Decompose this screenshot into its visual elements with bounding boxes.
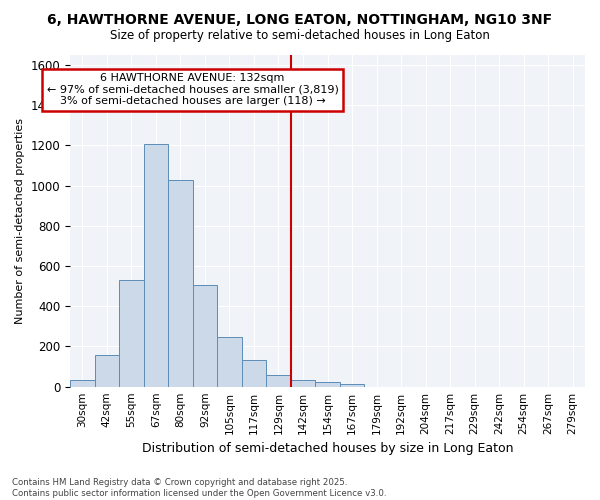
Bar bbox=[193, 285, 217, 386]
Text: Size of property relative to semi-detached houses in Long Eaton: Size of property relative to semi-detach… bbox=[110, 29, 490, 42]
Bar bbox=[315, 382, 340, 386]
Bar bbox=[168, 180, 193, 386]
Text: Contains HM Land Registry data © Crown copyright and database right 2025.
Contai: Contains HM Land Registry data © Crown c… bbox=[12, 478, 386, 498]
Bar bbox=[143, 144, 168, 386]
Bar bbox=[70, 380, 95, 386]
Bar bbox=[119, 280, 143, 386]
Text: 6 HAWTHORNE AVENUE: 132sqm
← 97% of semi-detached houses are smaller (3,819)
3% : 6 HAWTHORNE AVENUE: 132sqm ← 97% of semi… bbox=[47, 73, 338, 106]
Y-axis label: Number of semi-detached properties: Number of semi-detached properties bbox=[15, 118, 25, 324]
Bar bbox=[266, 374, 291, 386]
Text: 6, HAWTHORNE AVENUE, LONG EATON, NOTTINGHAM, NG10 3NF: 6, HAWTHORNE AVENUE, LONG EATON, NOTTING… bbox=[47, 12, 553, 26]
Bar bbox=[242, 360, 266, 386]
Bar bbox=[217, 338, 242, 386]
Bar bbox=[291, 380, 315, 386]
Bar bbox=[95, 354, 119, 386]
X-axis label: Distribution of semi-detached houses by size in Long Eaton: Distribution of semi-detached houses by … bbox=[142, 442, 513, 455]
Bar bbox=[340, 384, 364, 386]
